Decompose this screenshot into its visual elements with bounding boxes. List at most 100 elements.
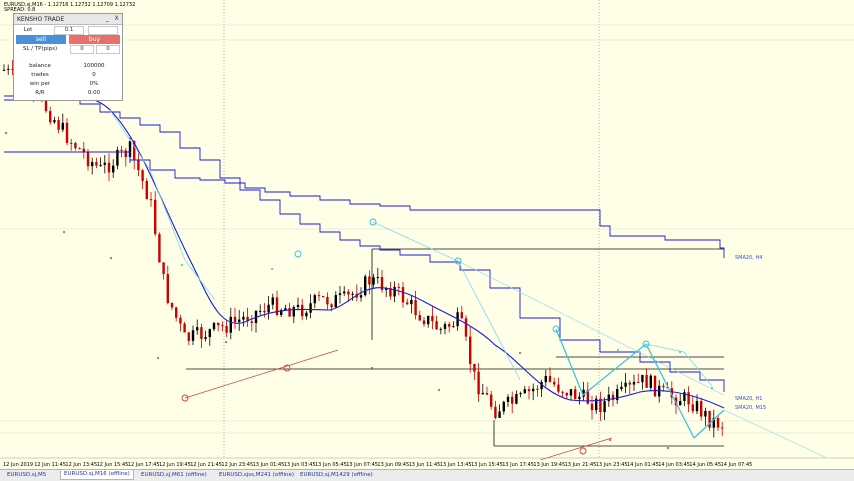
- candle-body: [112, 165, 115, 173]
- candle-body: [532, 388, 535, 392]
- price-chart[interactable]: [0, 0, 854, 461]
- candle-body: [708, 410, 711, 428]
- time-axis-label: 14 Jun 03:45: [658, 462, 690, 468]
- candle-body: [712, 418, 715, 428]
- candle-body: [700, 401, 703, 417]
- candle-body: [124, 150, 127, 158]
- candle-body: [393, 286, 396, 297]
- chart-tab[interactable]: EURUSD,sj,M16 (offline): [60, 470, 134, 480]
- candle-body: [485, 392, 489, 395]
- time-axis-label: 13 Jun 09:45: [377, 462, 410, 468]
- candle-body: [238, 319, 241, 322]
- time-axis-label: 12 Jun 23:45: [221, 462, 254, 468]
- candle-body: [166, 274, 169, 303]
- sma-h1-line: [4, 99, 725, 392]
- candle-body: [65, 122, 69, 143]
- candle-body: [557, 384, 560, 392]
- candle-body: [305, 312, 308, 317]
- chart-tab[interactable]: EURUSD,sjss,M241 (offline): [219, 472, 295, 478]
- candle-body: [603, 401, 606, 413]
- pivot-marker: [552, 325, 560, 333]
- buy-button[interactable]: buy: [69, 35, 120, 44]
- candle-body: [187, 332, 190, 341]
- candle-body: [641, 374, 644, 383]
- candle-body: [418, 315, 421, 321]
- candle-body: [620, 386, 623, 390]
- candle-body: [225, 325, 228, 333]
- signal-marker: [283, 364, 291, 372]
- candle-body: [523, 389, 526, 394]
- candle-body: [595, 398, 598, 411]
- time-axis-label: 13 Jun 15:45: [471, 462, 503, 468]
- pivot-marker: [294, 250, 302, 258]
- lot-step[interactable]: [88, 26, 118, 35]
- candle-body: [607, 394, 610, 402]
- candle-body: [208, 329, 211, 338]
- close-button[interactable]: X: [114, 15, 119, 22]
- time-axis-label: 12 Jun 2019: [3, 462, 34, 468]
- chart-tab[interactable]: EURUSD,sj,M61 (offline): [141, 472, 207, 478]
- candle-body: [196, 327, 199, 331]
- candle-body: [175, 307, 178, 318]
- pivot-marker: [642, 340, 650, 348]
- spread-header: SPREAD: 0.8: [4, 7, 36, 13]
- chart-canvas[interactable]: [0, 0, 854, 461]
- candle-body: [448, 324, 451, 327]
- candle-body: [271, 297, 274, 305]
- candle-body: [313, 295, 316, 304]
- chart-tab[interactable]: EURUSD,sj,M1429 (offline): [300, 472, 373, 478]
- candle-body: [217, 322, 220, 326]
- win-per-value: 0%: [89, 81, 99, 87]
- candle-body: [364, 276, 367, 296]
- tp-input[interactable]: 0: [96, 45, 120, 54]
- candle-body: [44, 96, 48, 112]
- candle-body: [494, 406, 497, 418]
- symbol-header: EURUSD,sj,M16 - 1.12716 1.12732 1.12709 …: [4, 2, 136, 8]
- candle-body: [637, 381, 640, 383]
- lot-label: Lot: [23, 27, 33, 33]
- candle-body: [695, 401, 699, 412]
- candle-body: [460, 312, 463, 319]
- candle-body: [137, 159, 140, 171]
- sell-button[interactable]: sell: [16, 35, 66, 44]
- chart-tab[interactable]: EURUSD,sj,M5: [7, 472, 47, 478]
- candle-body: [57, 120, 60, 130]
- candle-body: [406, 302, 409, 305]
- candle-body: [469, 336, 472, 364]
- candle-body: [351, 293, 354, 295]
- candle-body: [141, 170, 144, 181]
- balance-value: 100000: [83, 63, 105, 69]
- candle-body: [502, 401, 505, 412]
- candle-body: [704, 410, 707, 417]
- candle-body: [53, 120, 56, 123]
- candle-body: [74, 143, 77, 149]
- candle-body: [536, 388, 539, 390]
- lot-input[interactable]: 0.1: [54, 26, 84, 35]
- candle-body: [301, 304, 304, 317]
- candle-body: [498, 411, 501, 418]
- pivot-dot: [271, 268, 273, 270]
- candle-body: [410, 299, 413, 305]
- sl-input[interactable]: 0: [70, 45, 94, 54]
- candle-body: [338, 293, 342, 296]
- candle-body: [7, 68, 10, 70]
- signal-dot: [371, 367, 373, 369]
- candle-body: [133, 141, 136, 160]
- candle-body: [120, 149, 123, 151]
- candle-body: [259, 310, 262, 312]
- minimize-button[interactable]: _: [106, 15, 109, 22]
- candle-body: [78, 148, 81, 150]
- candle-body: [99, 164, 102, 166]
- trade-panel-titlebar[interactable]: KENSHO TRADE _ X: [14, 14, 122, 25]
- candle-body: [250, 321, 253, 323]
- candle-body: [385, 288, 388, 291]
- candle-body: [599, 398, 602, 413]
- candle-body: [330, 304, 333, 308]
- candle-body: [322, 296, 325, 298]
- candle-body: [179, 317, 182, 324]
- time-axis-label: 13 Jun 17:45: [502, 462, 534, 468]
- candle-body: [183, 323, 186, 333]
- candle-body: [721, 427, 724, 429]
- candle-body: [574, 389, 577, 400]
- candle-body: [284, 308, 287, 311]
